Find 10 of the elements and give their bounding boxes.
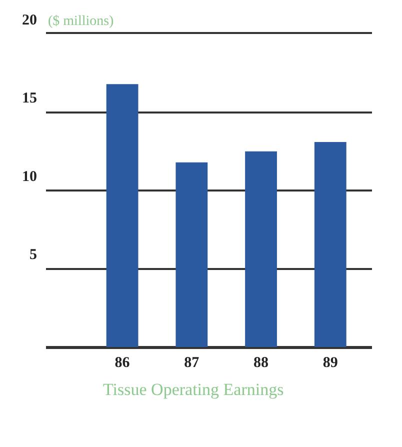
x-tick-label: 86 (114, 355, 130, 371)
y-tick-label: 10 (22, 168, 37, 185)
y-tick-label: 20 (22, 12, 37, 28)
x-tick-label: 87 (184, 355, 200, 371)
y-tick-label: 15 (22, 90, 37, 106)
y-tick-label: 5 (30, 247, 37, 263)
text: Tissue Operating Earnings (103, 380, 284, 399)
y-axis-title: ($ millions) (48, 14, 114, 29)
x-tick-label: 88 (254, 355, 269, 371)
x-tick-label: 89 (322, 355, 338, 371)
